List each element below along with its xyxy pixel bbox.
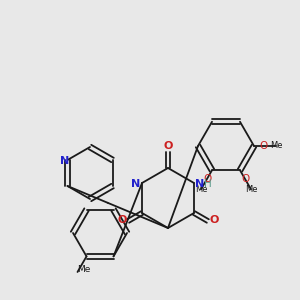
Text: O: O bbox=[118, 215, 127, 225]
Text: O: O bbox=[203, 174, 211, 184]
Text: H: H bbox=[204, 179, 212, 189]
Text: O: O bbox=[209, 215, 218, 225]
Text: N: N bbox=[60, 156, 69, 166]
Text: Me: Me bbox=[270, 142, 282, 151]
Text: N: N bbox=[131, 179, 141, 189]
Text: N: N bbox=[195, 179, 205, 189]
Text: Me: Me bbox=[77, 266, 90, 274]
Text: O: O bbox=[241, 174, 249, 184]
Text: O: O bbox=[163, 141, 173, 151]
Text: Me: Me bbox=[195, 185, 207, 194]
Text: Me: Me bbox=[245, 185, 257, 194]
Text: O: O bbox=[260, 141, 268, 151]
